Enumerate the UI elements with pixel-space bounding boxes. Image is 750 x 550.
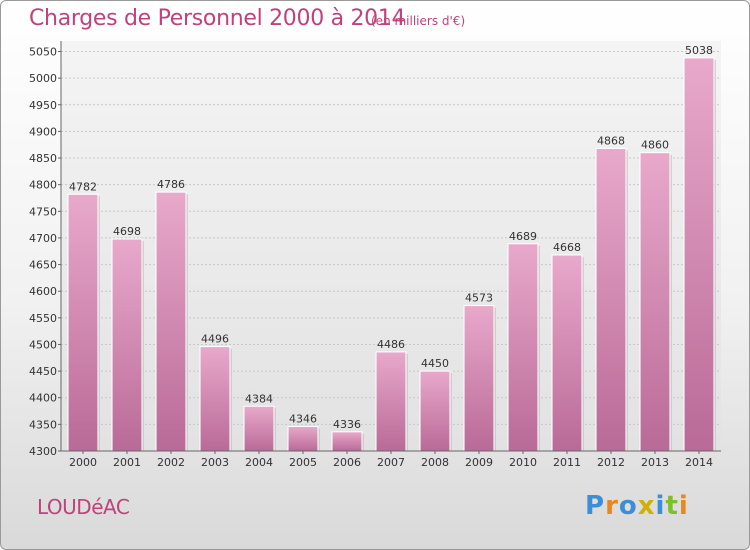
logo-letter: i: [655, 491, 666, 521]
y-tick-label: 4950: [29, 99, 57, 112]
chart-subtitle: (en milliers d'€): [371, 14, 466, 28]
bar: [331, 431, 363, 452]
bar: [639, 152, 671, 452]
logo-letter: x: [637, 491, 656, 521]
data-label: 4384: [245, 392, 273, 405]
x-tick-label: 2014: [685, 456, 713, 469]
bar: [111, 238, 143, 452]
y-tick-label: 4400: [29, 392, 57, 405]
x-tick-label: 2011: [553, 456, 581, 469]
x-tick-label: 2001: [113, 456, 141, 469]
data-label: 4860: [641, 139, 669, 152]
logo-letter: t: [665, 491, 679, 521]
data-label: 4496: [201, 333, 229, 346]
y-tick-label: 4750: [29, 205, 57, 218]
x-tick-label: 2008: [421, 456, 449, 469]
data-label: 4689: [509, 230, 537, 243]
y-tick-label: 4700: [29, 232, 57, 245]
data-label: 4868: [597, 134, 625, 147]
x-tick-label: 2007: [377, 456, 405, 469]
logo-letter: r: [605, 491, 619, 521]
bar: [595, 147, 627, 452]
y-tick-label: 4300: [29, 445, 57, 458]
bar: [551, 254, 583, 452]
y-tick-label: 4500: [29, 338, 57, 351]
logo-letter: o: [618, 491, 638, 521]
data-label: 4698: [113, 225, 141, 238]
x-tick-label: 2003: [201, 456, 229, 469]
data-label: 4782: [69, 180, 97, 193]
x-tick-label: 2013: [641, 456, 669, 469]
bar: [243, 405, 275, 452]
data-label: 4346: [289, 412, 317, 425]
x-tick-label: 2009: [465, 456, 493, 469]
x-tick-label: 2004: [245, 456, 273, 469]
location-label: LOUDéAC: [37, 495, 130, 519]
y-tick-label: 4350: [29, 418, 57, 431]
data-label: 4786: [157, 178, 185, 191]
x-tick-label: 2012: [597, 456, 625, 469]
bar: [199, 346, 231, 452]
y-tick-label: 4650: [29, 259, 57, 272]
y-tick-label: 4900: [29, 125, 57, 138]
data-label: 4573: [465, 292, 493, 305]
bars: 4782 4698 4786 4496 4384 4346 4336 4486 4450 4573…: [67, 44, 716, 452]
y-tick-label: 5000: [29, 72, 57, 85]
bar: [155, 191, 187, 452]
y-tick-label: 4450: [29, 365, 57, 378]
bar: [287, 425, 319, 452]
y-tick-label: 4850: [29, 152, 57, 165]
data-label: 4668: [553, 241, 581, 254]
bar: [375, 351, 407, 452]
logo-letter: i: [678, 491, 689, 521]
data-label: 4336: [333, 418, 361, 431]
x-tick-label: 2010: [509, 456, 537, 469]
logo-letter: P: [585, 491, 606, 521]
proxiti-logo: Proxiti: [585, 491, 689, 521]
x-tick-label: 2000: [69, 456, 97, 469]
axes: 4300 4350 4400 4450 4500 4550 4600 4650 4700 4750…: [29, 41, 721, 469]
bar: [683, 57, 715, 452]
y-tick-label: 4600: [29, 285, 57, 298]
bar: [507, 243, 539, 452]
y-tick-label: 5050: [29, 46, 57, 59]
x-tick-label: 2006: [333, 456, 361, 469]
y-tick-label: 4550: [29, 312, 57, 325]
y-tick-label: 4800: [29, 179, 57, 192]
x-tick-label: 2002: [157, 456, 185, 469]
bar: [419, 370, 451, 452]
data-label: 5038: [685, 44, 713, 57]
data-label: 4450: [421, 357, 449, 370]
chart-title: Charges de Personnel 2000 à 2014: [29, 6, 406, 31]
bar: [463, 305, 495, 452]
x-tick-label: 2005: [289, 456, 317, 469]
data-label: 4486: [377, 338, 405, 351]
bar: [67, 193, 99, 452]
